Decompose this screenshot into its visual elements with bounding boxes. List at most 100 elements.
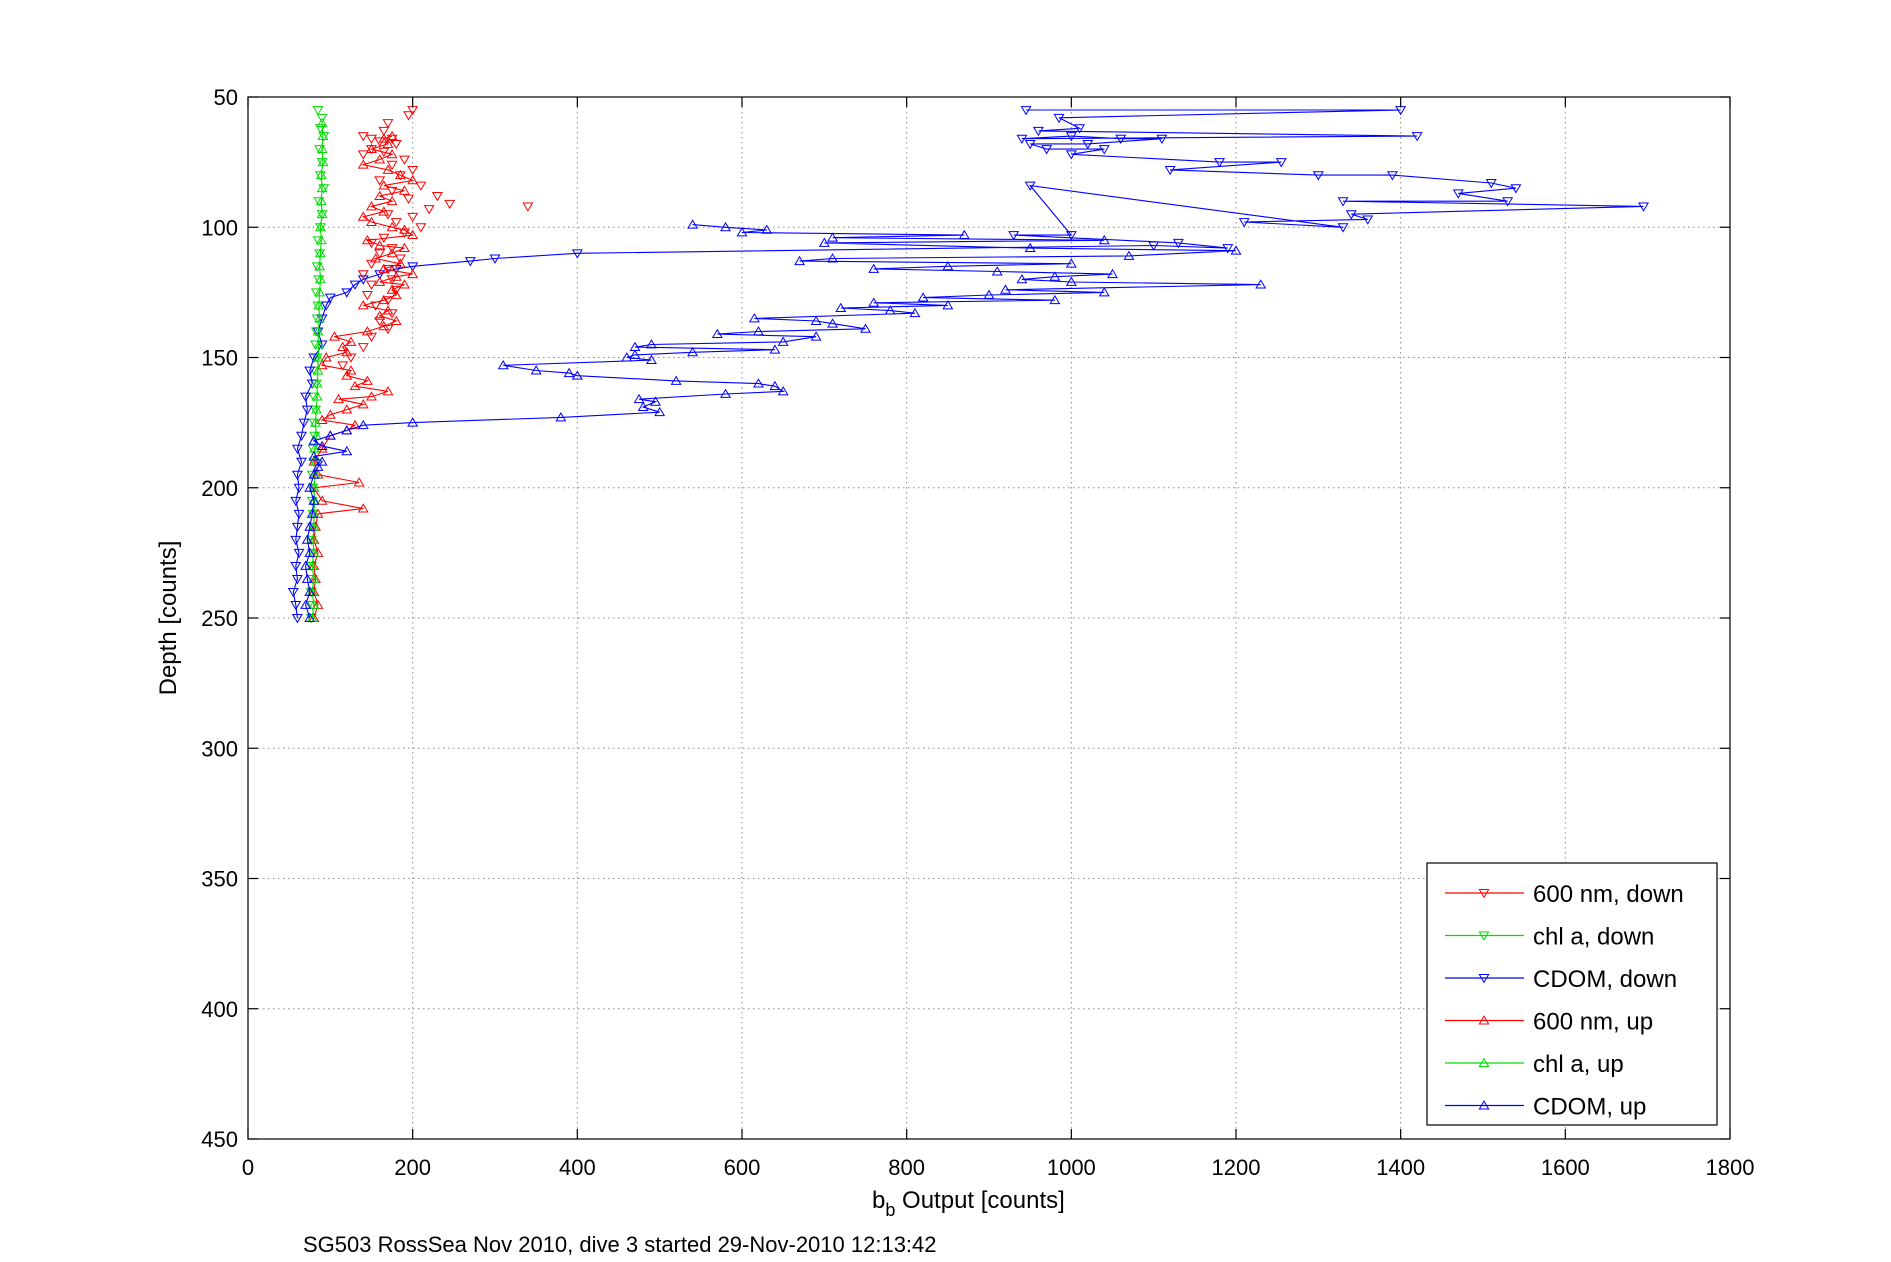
data-point xyxy=(317,130,329,141)
data-point xyxy=(431,192,443,202)
x-axis-label-sub: b xyxy=(885,1200,895,1220)
data-point xyxy=(629,341,641,352)
data-point xyxy=(1115,134,1127,145)
x-tick-label: 400 xyxy=(559,1155,596,1180)
data-point xyxy=(320,301,332,311)
y-axis-label: Depth [counts] xyxy=(155,541,182,696)
y-tick-label: 150 xyxy=(201,346,238,371)
data-point xyxy=(374,276,386,286)
data-point xyxy=(311,378,323,388)
data-point xyxy=(310,417,321,427)
data-point xyxy=(291,614,303,624)
data-point xyxy=(654,406,666,417)
data-point xyxy=(308,573,320,583)
data-point xyxy=(324,409,336,419)
data-point xyxy=(313,275,325,285)
data-point xyxy=(1024,139,1036,150)
data-point xyxy=(752,326,764,336)
data-point xyxy=(341,288,353,298)
data-point xyxy=(291,574,303,585)
data-point xyxy=(1230,245,1242,255)
data-point xyxy=(386,195,398,206)
data-point xyxy=(394,169,406,180)
data-point xyxy=(341,445,353,456)
data-point xyxy=(308,451,320,461)
data-point xyxy=(1214,158,1226,168)
data-point xyxy=(390,285,402,296)
x-axis-label-main: b xyxy=(872,1187,885,1214)
data-point xyxy=(489,254,501,264)
legend-marker-3 xyxy=(1478,1015,1490,1025)
data-point xyxy=(423,205,435,215)
data-point xyxy=(357,399,369,409)
data-point xyxy=(390,271,402,281)
x-tick-label: 1000 xyxy=(1047,1155,1096,1180)
data-point xyxy=(361,234,373,245)
data-point xyxy=(312,352,324,362)
data-point xyxy=(314,313,326,323)
data-point xyxy=(316,117,328,127)
data-point xyxy=(312,326,324,336)
data-point xyxy=(860,323,871,333)
data-point xyxy=(720,221,732,232)
data-point xyxy=(1312,171,1324,181)
data-point xyxy=(313,300,325,310)
data-point xyxy=(403,194,415,204)
data-point xyxy=(357,419,369,430)
data-point xyxy=(818,237,830,247)
data-point xyxy=(382,119,394,129)
data-point xyxy=(304,612,316,622)
data-point xyxy=(407,229,419,240)
data-point xyxy=(366,280,377,290)
data-point xyxy=(464,257,476,267)
data-point xyxy=(670,375,682,385)
data-point xyxy=(720,388,732,398)
data-point xyxy=(320,352,332,362)
data-point xyxy=(315,234,327,245)
x-tick-label: 1400 xyxy=(1376,1155,1425,1180)
data-point xyxy=(1452,189,1464,199)
data-point xyxy=(1098,234,1110,245)
data-point xyxy=(633,393,645,404)
data-point xyxy=(415,223,427,233)
data-point xyxy=(324,293,336,303)
data-point xyxy=(398,279,410,289)
data-point xyxy=(293,548,305,559)
data-point xyxy=(390,289,402,299)
data-point xyxy=(917,292,929,302)
y-tick-label: 450 xyxy=(201,1127,238,1152)
legend-marker-1 xyxy=(1478,931,1490,941)
data-point xyxy=(386,221,398,232)
data-point xyxy=(357,275,369,285)
data-point xyxy=(357,300,369,310)
data-point xyxy=(301,573,313,583)
data-point xyxy=(291,470,303,481)
data-point xyxy=(868,297,880,307)
data-point xyxy=(317,156,329,167)
data-point xyxy=(794,255,806,266)
data-point xyxy=(296,457,307,468)
data-point xyxy=(942,260,954,271)
data-point xyxy=(1485,179,1497,189)
legend: 600 nm, down chl a, down CDOM, down 600 nm,… xyxy=(1426,862,1718,1126)
data-point xyxy=(1008,231,1020,241)
data-point xyxy=(390,315,402,325)
data-point xyxy=(991,266,1003,276)
data-point xyxy=(1107,268,1118,279)
data-point xyxy=(407,212,419,223)
data-point xyxy=(316,495,328,505)
legend-label: 600 nm, down xyxy=(1533,881,1684,908)
data-point xyxy=(301,405,313,415)
data-point xyxy=(1016,134,1028,145)
data-point xyxy=(958,229,970,240)
data-point xyxy=(357,270,369,280)
data-point xyxy=(398,155,410,165)
data-point xyxy=(777,386,789,396)
data-point xyxy=(621,352,633,362)
data-point xyxy=(942,300,954,310)
data-point xyxy=(444,199,456,210)
legend-marker-4 xyxy=(1478,1057,1490,1067)
data-point xyxy=(316,340,328,350)
data-point xyxy=(378,180,390,190)
data-point xyxy=(650,396,662,406)
